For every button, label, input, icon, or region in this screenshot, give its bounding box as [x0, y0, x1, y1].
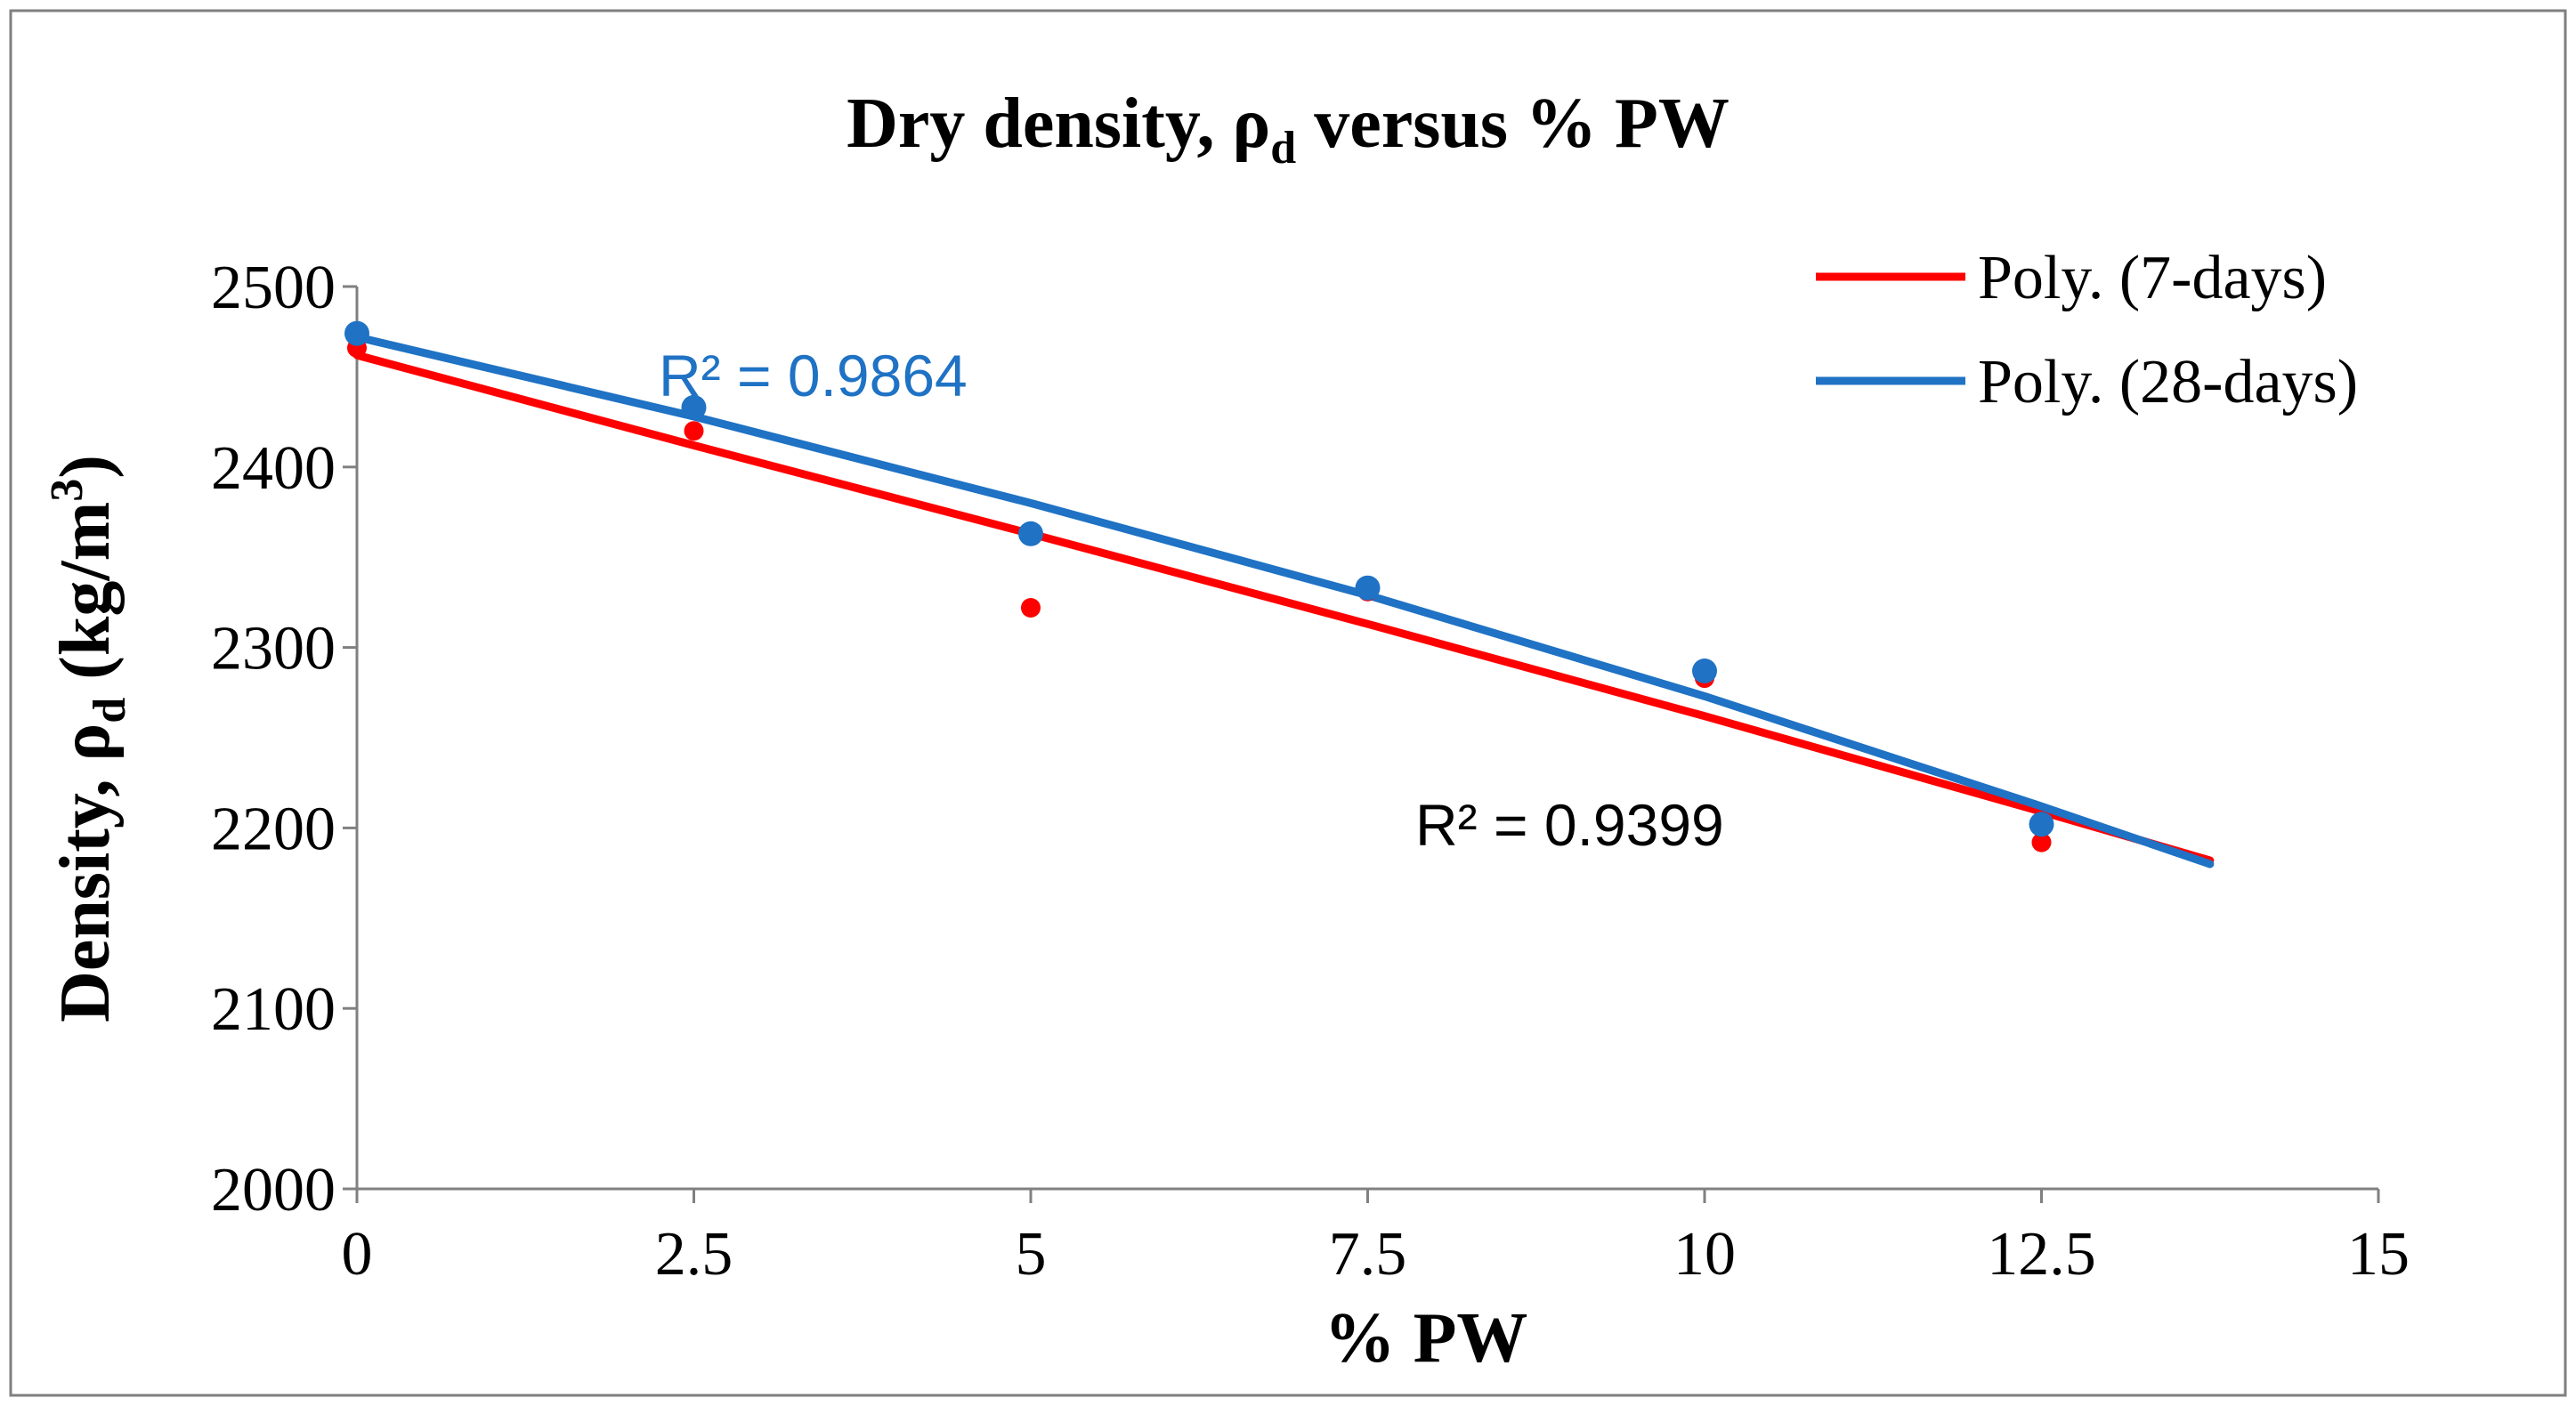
y-tick-label: 2400: [211, 434, 336, 503]
x-tick-label: 2.5: [655, 1220, 733, 1289]
marker-28-days: [2029, 812, 2054, 837]
trendline-7-days: [352, 351, 2215, 865]
y-tick-label: 2500: [211, 254, 336, 322]
x-tick-label: 15: [2347, 1220, 2410, 1289]
x-tick-labels: 0 2.5 5 7.5 10 12.5 15: [342, 1220, 2410, 1289]
r2-label-28-days: R² = 0.9864: [659, 343, 968, 408]
x-axis-title: % PW: [1324, 1299, 1528, 1378]
x-tick-label: 0: [342, 1220, 373, 1289]
marker-7-days: [1021, 598, 1041, 618]
marker-28-days: [681, 394, 707, 420]
chart-title: Dry density, ρd versus % PW: [847, 85, 1729, 174]
axes: [343, 285, 2380, 1203]
y-tick-label: 2300: [211, 615, 336, 683]
legend: Poly. (7-days) Poly. (28-days): [1816, 244, 2358, 416]
marker-7-days: [684, 421, 704, 441]
marker-28-days: [1692, 659, 1717, 683]
marker-7-days: [2031, 832, 2052, 852]
y-tick-labels: 2000 2100 2200 2300 2400 2500: [211, 254, 336, 1224]
x-tick-label: 10: [1673, 1220, 1736, 1289]
y-tick-label: 2100: [211, 975, 336, 1044]
marker-28-days: [344, 320, 369, 346]
y-tick-label: 2000: [211, 1156, 336, 1224]
y-tick-label: 2200: [211, 795, 336, 863]
marker-28-days: [1355, 575, 1381, 601]
x-tick-label: 5: [1016, 1220, 1047, 1289]
legend-label-7-days: Poly. (7-days): [1978, 244, 2327, 312]
data-markers: [344, 320, 2054, 852]
r2-label-7-days: R² = 0.9399: [1415, 792, 1724, 858]
x-tick-label: 12.5: [1987, 1220, 2096, 1289]
legend-label-28-days: Poly. (28-days): [1978, 348, 2358, 416]
chart-border: [9, 9, 2567, 1397]
y-axis-title: Density, ρd (kg/m3): [42, 455, 135, 1022]
marker-28-days: [1018, 521, 1043, 546]
x-tick-label: 7.5: [1329, 1220, 1407, 1289]
